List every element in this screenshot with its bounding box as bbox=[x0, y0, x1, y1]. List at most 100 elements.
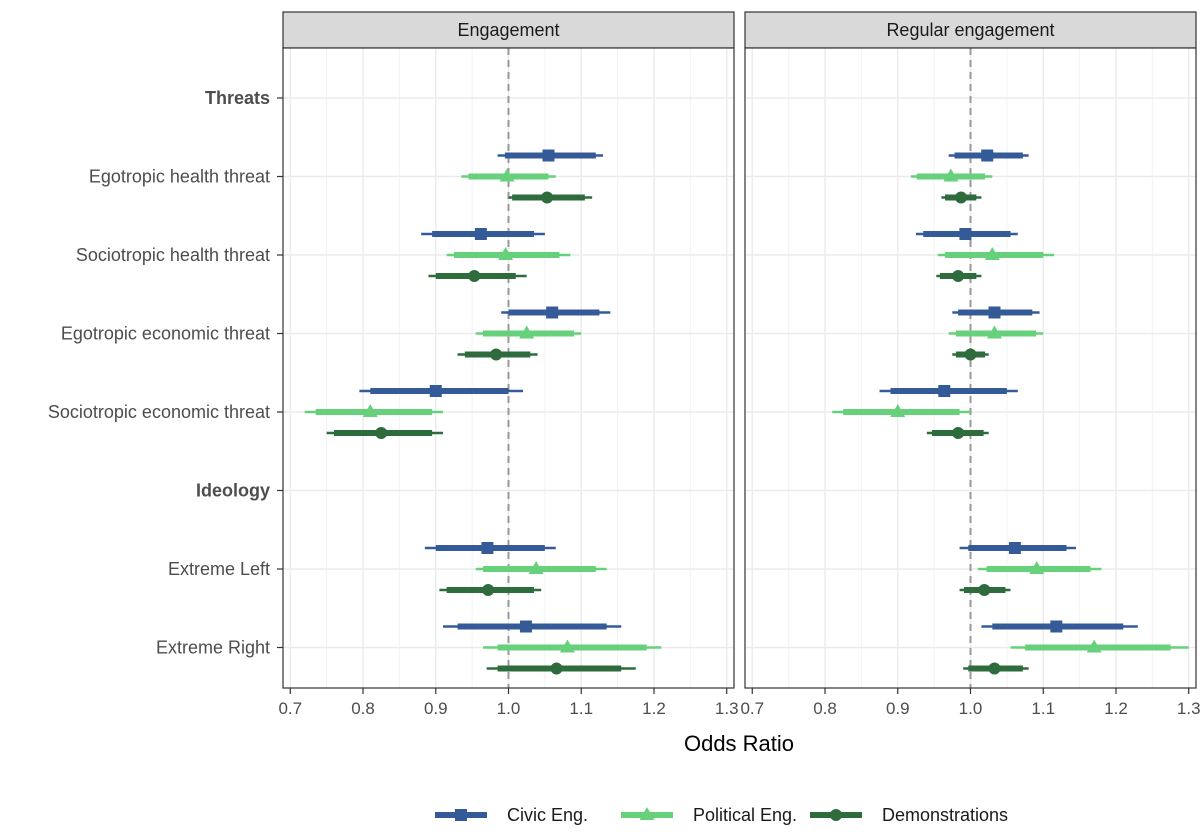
estimate-point bbox=[519, 325, 535, 339]
estimate-political-eng-egotropic-economic-threat bbox=[475, 325, 582, 339]
estimate-point bbox=[943, 168, 959, 182]
strip-engagement bbox=[282, 11, 735, 49]
estimate-point bbox=[550, 662, 563, 675]
estimate-civic-eng-sociotropic-economic-threat bbox=[359, 385, 524, 397]
x-tick-label: 0.9 bbox=[886, 699, 910, 718]
estimate-civic-eng-egotropic-economic-threat bbox=[501, 306, 611, 319]
panels-layer: Engagement Regular engagement bbox=[282, 11, 1197, 689]
row-label-egotropic-economic-threat: Egotropic economic threat bbox=[61, 324, 270, 344]
legend-label: Civic Eng. bbox=[507, 805, 588, 825]
estimate-political-eng-extreme-left bbox=[977, 561, 1102, 574]
estimate-point bbox=[481, 542, 494, 554]
estimate-civic-eng-sociotropic-economic-threat bbox=[879, 385, 1018, 397]
estimate-demonstrations-extreme-left bbox=[959, 584, 1011, 596]
estimate-point bbox=[375, 427, 388, 439]
row-label-sociotropic-economic-threat: Sociotropic economic threat bbox=[48, 402, 270, 422]
estimate-point bbox=[499, 168, 515, 182]
estimate-civic-eng-egotropic-health-threat bbox=[948, 149, 1029, 162]
estimate-civic-eng-extreme-left bbox=[424, 542, 556, 554]
estimate-point bbox=[952, 270, 965, 282]
x-tick-label: 1.0 bbox=[497, 699, 521, 718]
estimate-point bbox=[498, 247, 514, 260]
strip-title-engagement: Engagement bbox=[457, 20, 559, 40]
estimate-political-eng-egotropic-health-threat bbox=[461, 168, 556, 182]
estimate-political-eng-extreme-right bbox=[483, 639, 662, 653]
row-label-egotropic-health-threat: Egotropic health threat bbox=[89, 167, 270, 187]
estimate-point bbox=[541, 191, 554, 204]
estimate-demonstrations-extreme-right bbox=[486, 662, 636, 675]
estimate-demonstrations-sociotropic-economic-threat bbox=[326, 427, 444, 439]
estimate-point bbox=[546, 306, 559, 319]
row-label-threats: Threats bbox=[205, 88, 270, 108]
row-label-extreme-left: Extreme Left bbox=[168, 559, 270, 579]
estimate-point bbox=[474, 228, 487, 240]
estimate-demonstrations-extreme-right bbox=[963, 662, 1029, 675]
x-tick-label: 0.8 bbox=[813, 699, 837, 718]
estimate-point bbox=[955, 191, 968, 204]
estimate-point bbox=[938, 385, 951, 397]
x-tick-label: 1.3 bbox=[1177, 699, 1200, 718]
x-tick-label: 1.1 bbox=[1031, 699, 1055, 718]
x-tick-label: 0.7 bbox=[278, 699, 302, 718]
legend-key-marker bbox=[455, 809, 467, 821]
legend-key-marker bbox=[830, 809, 842, 821]
estimate-civic-eng-extreme-left bbox=[959, 542, 1076, 554]
row-labels: Threats Egotropic health threat Sociotropi… bbox=[48, 88, 283, 658]
legend-item-political-eng: Political Eng. bbox=[621, 805, 797, 825]
estimate-point bbox=[1029, 561, 1045, 574]
estimate-point bbox=[528, 561, 544, 574]
row-label-ideology: Ideology bbox=[196, 481, 270, 501]
x-tick-label: 1.1 bbox=[569, 699, 593, 718]
x-tick-label: 1.0 bbox=[959, 699, 983, 718]
estimate-point bbox=[959, 228, 972, 240]
estimate-demonstrations-extreme-left bbox=[439, 584, 542, 596]
estimate-point bbox=[362, 404, 378, 417]
estimate-demonstrations-sociotropic-health-threat bbox=[936, 270, 982, 282]
estimate-point bbox=[519, 620, 532, 633]
estimate-civic-eng-sociotropic-health-threat bbox=[915, 228, 1018, 240]
estimate-point bbox=[988, 662, 1001, 675]
x-tick-label: 1.2 bbox=[642, 699, 666, 718]
estimate-political-eng-egotropic-health-threat bbox=[910, 168, 993, 182]
estimate-political-eng-extreme-right bbox=[1010, 639, 1189, 653]
estimate-point bbox=[559, 639, 575, 653]
estimate-demonstrations-sociotropic-economic-threat bbox=[926, 427, 989, 439]
estimate-point bbox=[987, 325, 1003, 339]
estimate-demonstrations-sociotropic-health-threat bbox=[428, 270, 527, 282]
estimate-political-eng-sociotropic-economic-threat bbox=[304, 404, 444, 417]
legend-label: Political Eng. bbox=[693, 805, 797, 825]
estimate-political-eng-sociotropic-health-threat bbox=[446, 247, 571, 260]
x-tick-label: 0.8 bbox=[351, 699, 375, 718]
estimate-point bbox=[542, 149, 555, 162]
estimate-point bbox=[988, 306, 1001, 319]
estimate-point bbox=[482, 584, 495, 596]
estimate-point bbox=[890, 404, 906, 417]
estimate-point bbox=[952, 427, 965, 439]
estimate-point bbox=[468, 270, 481, 282]
estimate-point bbox=[490, 348, 503, 361]
estimate-civic-eng-extreme-right bbox=[443, 620, 622, 633]
estimate-political-eng-sociotropic-economic-threat bbox=[832, 404, 971, 417]
estimate-civic-eng-extreme-right bbox=[981, 620, 1138, 633]
estimate-point bbox=[1086, 639, 1102, 653]
legend-label: Demonstrations bbox=[882, 805, 1008, 825]
estimate-political-eng-sociotropic-health-threat bbox=[937, 247, 1055, 260]
estimate-civic-eng-sociotropic-health-threat bbox=[421, 228, 545, 240]
legend-key-marker bbox=[639, 807, 655, 820]
estimate-civic-eng-egotropic-health-threat bbox=[497, 149, 604, 162]
estimate-political-eng-egotropic-economic-threat bbox=[948, 325, 1044, 339]
estimate-point bbox=[1050, 620, 1063, 633]
estimate-demonstrations-egotropic-economic-threat bbox=[457, 348, 538, 361]
x-axis: 0.7 0.8 0.9 1.0 1.1 1.2 1.3 0.7 0.8 0.9 1.0 1.1 1.2 1… bbox=[278, 688, 1200, 756]
estimate-demonstrations-egotropic-health-threat bbox=[508, 191, 593, 204]
estimate-point bbox=[984, 247, 1000, 260]
estimate-point bbox=[978, 584, 991, 596]
estimate-demonstrations-egotropic-health-threat bbox=[941, 191, 982, 204]
estimate-point bbox=[429, 385, 442, 397]
x-tick-label: 1.2 bbox=[1104, 699, 1128, 718]
estimate-demonstrations-egotropic-economic-threat bbox=[952, 348, 989, 361]
estimate-political-eng-extreme-left bbox=[475, 561, 607, 574]
panel-regular-engagement: Regular engagement bbox=[744, 11, 1197, 689]
legend: Civic Eng. Political Eng. Demonstrations bbox=[435, 805, 1008, 825]
